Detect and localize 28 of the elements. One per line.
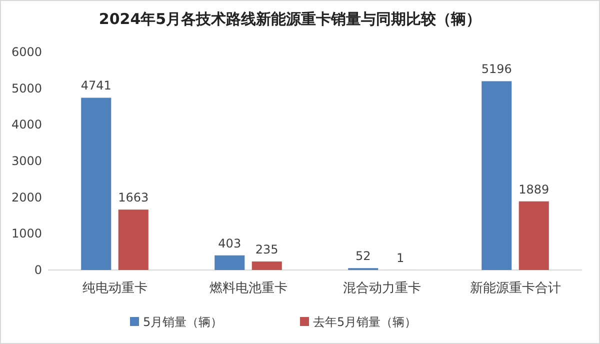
data-label: 403 [218,236,242,250]
data-label: 1663 [118,190,149,205]
y-tick-label: 0 [34,263,42,277]
legend-label: 5月销量（辆） [143,315,223,329]
bar [518,201,549,270]
y-tick-label: 5000 [11,81,42,96]
data-label: 52 [355,249,371,264]
y-tick-label: 3000 [11,154,42,168]
x-tick-label: 燃料电池重卡 [209,281,288,296]
chart-title: 2024年5月各技术路线新能源重卡销量与同期比较（辆） [98,10,482,28]
y-tick-label: 2000 [11,190,42,204]
bar [482,81,512,270]
data-label: 1 [396,250,404,265]
x-tick-label: 新能源重卡合计 [470,281,561,296]
y-tick-label: 6000 [11,45,42,59]
data-label: 235 [255,242,278,256]
bar [81,98,112,270]
bar [118,210,148,270]
x-tick-label: 纯电动重卡 [82,281,148,296]
data-label: 4741 [80,78,112,93]
bar [214,255,245,270]
x-tick-label: 混合动力重卡 [342,281,421,296]
data-label: 1889 [518,182,550,196]
bar [252,261,282,270]
y-tick-label: 4000 [11,118,42,132]
y-tick-label: 1000 [11,226,42,241]
data-label: 5196 [481,62,512,76]
legend-label: 去年5月销量（辆） [313,315,417,329]
